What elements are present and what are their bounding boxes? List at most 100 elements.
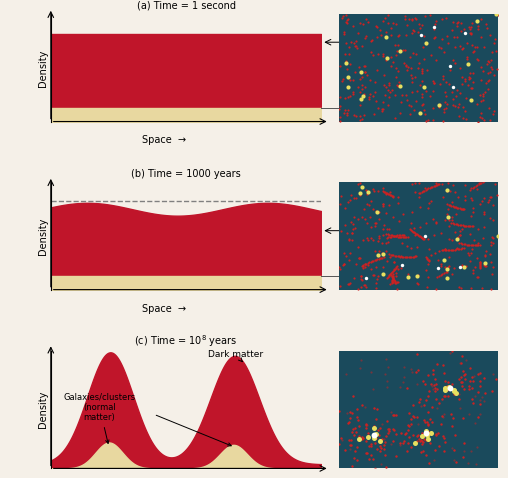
Point <box>479 234 487 241</box>
Point <box>476 261 484 268</box>
Point <box>379 81 388 89</box>
Point <box>468 395 477 402</box>
Point <box>406 110 415 118</box>
Point <box>345 256 353 264</box>
Point <box>427 429 435 436</box>
Point <box>397 429 405 437</box>
Point <box>422 427 430 435</box>
Point <box>468 384 476 391</box>
Point <box>383 274 391 282</box>
Point <box>377 31 386 39</box>
Point <box>451 246 459 253</box>
Point <box>384 239 392 246</box>
Point <box>483 24 491 32</box>
Point <box>365 201 373 208</box>
Point <box>411 180 419 187</box>
Point <box>490 72 498 79</box>
Point <box>420 416 428 424</box>
Point <box>421 429 429 436</box>
Point <box>428 403 436 411</box>
Point <box>370 423 378 430</box>
Point <box>420 106 428 114</box>
Point <box>357 112 365 120</box>
Point <box>393 231 401 239</box>
Point <box>402 91 410 98</box>
Point <box>448 444 456 451</box>
Point <box>344 419 352 426</box>
Point <box>443 246 452 254</box>
Point <box>355 432 363 440</box>
Point <box>378 202 387 210</box>
Point <box>374 248 383 255</box>
Point <box>405 15 413 22</box>
Point <box>449 18 457 26</box>
Point <box>404 439 412 447</box>
Text: Dark
matter: Dark matter <box>357 221 388 240</box>
Point <box>393 48 401 55</box>
Point <box>345 414 354 422</box>
Point <box>392 74 400 81</box>
Point <box>354 29 362 37</box>
Point <box>489 263 497 271</box>
Point <box>407 219 415 227</box>
Point <box>351 274 359 282</box>
Point <box>397 264 405 272</box>
Point <box>442 387 451 394</box>
Point <box>424 420 432 428</box>
Point <box>407 226 416 234</box>
Point <box>429 34 437 42</box>
Point <box>337 192 345 200</box>
Point <box>448 423 456 430</box>
Point <box>340 28 348 35</box>
Point <box>480 208 488 216</box>
Point <box>446 384 454 392</box>
Point <box>391 279 399 286</box>
Point <box>423 255 431 263</box>
Point <box>364 433 372 441</box>
Point <box>458 80 466 87</box>
Point <box>448 380 456 388</box>
Point <box>418 234 426 242</box>
Point <box>457 221 465 229</box>
Point <box>482 21 490 28</box>
Point <box>407 415 415 423</box>
Point <box>404 253 412 261</box>
Point <box>387 233 395 240</box>
Point <box>341 221 350 228</box>
Point <box>485 196 493 204</box>
Point <box>400 253 408 261</box>
Point <box>416 223 424 231</box>
Point <box>466 230 474 238</box>
Point <box>420 187 428 195</box>
Point <box>399 253 407 261</box>
Point <box>466 447 474 455</box>
Point <box>392 264 400 272</box>
Point <box>341 94 349 101</box>
Point <box>407 253 415 261</box>
Point <box>411 253 419 261</box>
Point <box>362 421 370 428</box>
Point <box>441 14 450 22</box>
Point <box>487 238 495 246</box>
Point <box>403 384 411 391</box>
Point <box>358 115 366 122</box>
Point <box>403 96 411 103</box>
Point <box>348 428 357 435</box>
Point <box>462 222 470 229</box>
Point <box>426 11 434 19</box>
Point <box>374 255 383 262</box>
Point <box>370 404 378 412</box>
Point <box>373 445 381 453</box>
Point <box>402 62 410 70</box>
Point <box>457 373 465 381</box>
Point <box>395 233 403 240</box>
Point <box>357 95 365 103</box>
Point <box>477 109 485 117</box>
Point <box>412 87 421 95</box>
Point <box>437 44 445 52</box>
Point <box>424 116 432 124</box>
Point <box>376 447 385 455</box>
Point <box>441 386 450 394</box>
Point <box>394 265 402 273</box>
Point <box>430 79 438 87</box>
